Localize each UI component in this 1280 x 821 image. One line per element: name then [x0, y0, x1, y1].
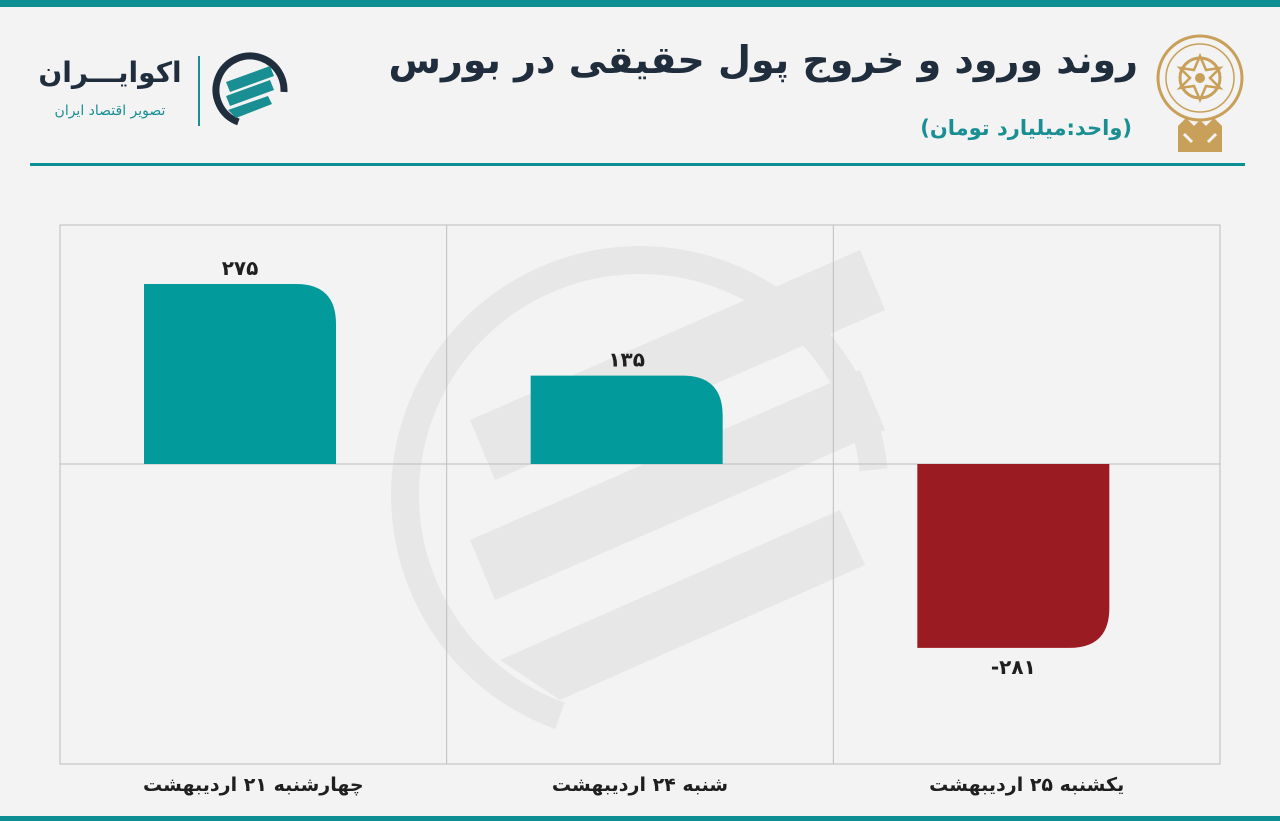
chart-title: روند ورود و خروج پول حقیقی در بورس [388, 38, 1138, 82]
bar-series [144, 284, 1110, 648]
watermark-logo-icon [391, 246, 890, 744]
category-label: یکشنبه ۲۵ اردیبهشت [929, 774, 1124, 796]
stock-exchange-seal-icon [1156, 34, 1244, 152]
bar-value-label: ۲۷۵ [222, 256, 259, 280]
chart-unit-subtitle: (واحد:میلیارد تومان) [920, 116, 1132, 140]
logo-divider [198, 56, 200, 126]
bar [144, 284, 336, 464]
data-labels: ۲۷۵ ۱۳۵ -۲۸۱ [222, 256, 1036, 679]
bar [530, 375, 723, 464]
bar [917, 464, 1110, 648]
top-stripe [0, 0, 1280, 7]
bar-value-label: -۲۸۱ [991, 655, 1036, 679]
header-divider [30, 163, 1245, 166]
bar-value-label: ۱۳۵ [608, 348, 645, 372]
brand-tagline: تصویر اقتصاد ایران [54, 103, 166, 119]
bottom-stripe [0, 816, 1280, 821]
category-labels: چهارشنبه ۲۱ اردیبهشت شنبه ۲۴ اردیبهشت یکشن… [143, 774, 1124, 796]
category-label: چهارشنبه ۲۱ اردیبهشت [143, 774, 364, 796]
plot-frame [59, 224, 1221, 765]
ecoiran-logo-icon [212, 52, 288, 128]
brand-name: اکوایـــران [38, 56, 182, 89]
category-label: شنبه ۲۴ اردیبهشت [552, 774, 728, 796]
